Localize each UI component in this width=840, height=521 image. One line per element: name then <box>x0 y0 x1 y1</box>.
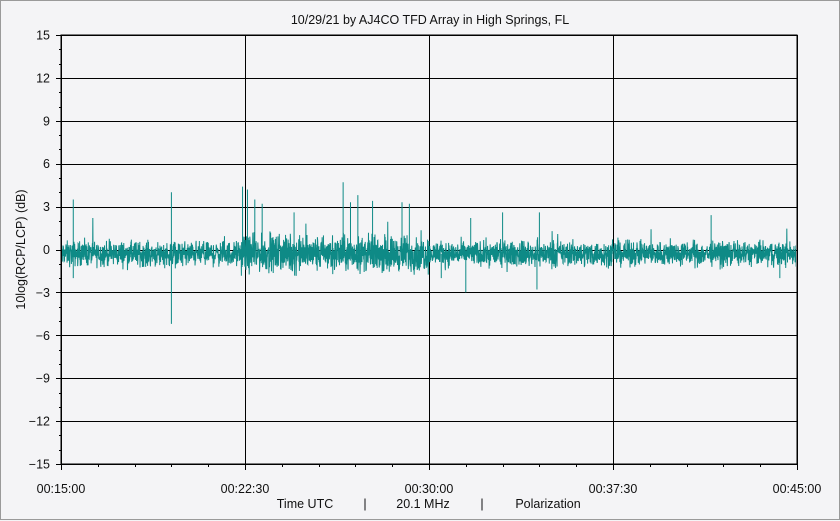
y-tick-label: 9 <box>43 114 50 128</box>
y-tick-label: −15 <box>29 458 50 472</box>
x-axis-label-mode: Polarization <box>515 497 580 511</box>
x-axis-label-time: Time UTC <box>277 497 333 511</box>
x-tick-label: 00:30:00 <box>405 482 454 496</box>
y-tick-label: 0 <box>43 243 50 257</box>
y-tick-label: 12 <box>36 71 50 85</box>
y-tick-label: −3 <box>36 286 50 300</box>
y-tick-label: 3 <box>43 200 50 214</box>
y-tick-label: −12 <box>29 415 50 429</box>
x-tick-label: 00:45:00 <box>773 482 822 496</box>
series-trace <box>62 182 796 324</box>
x-axis-label-sep-2: | <box>480 497 483 511</box>
x-axis-label: Time UTC | 20.1 MHz | Polarization <box>277 497 581 511</box>
x-tick-labels: 00:15:00 00:22:30 00:30:00 00:37:30 00:45:00 <box>37 482 822 496</box>
y-axis-label: 10log(RCP/LCP) (dB) <box>14 189 28 309</box>
x-axis-label-frequency: 20.1 MHz <box>396 497 450 511</box>
chart-title: 10/29/21 by AJ4CO TFD Array in High Spri… <box>291 13 569 27</box>
y-tick-label: −9 <box>36 372 50 386</box>
y-tick-label: 6 <box>43 157 50 171</box>
plot-area-border <box>60 34 798 465</box>
y-tick-labels: 15 12 9 6 3 0 −3 −6 −9 −12 −15 <box>29 29 50 472</box>
x-tick-label: 00:22:30 <box>221 482 270 496</box>
x-axis-label-sep-1: | <box>363 497 366 511</box>
x-tick-label: 00:15:00 <box>37 482 86 496</box>
y-tick-label: 15 <box>36 29 50 43</box>
x-tick-label: 00:37:30 <box>589 482 638 496</box>
y-tick-label: −6 <box>36 329 50 343</box>
